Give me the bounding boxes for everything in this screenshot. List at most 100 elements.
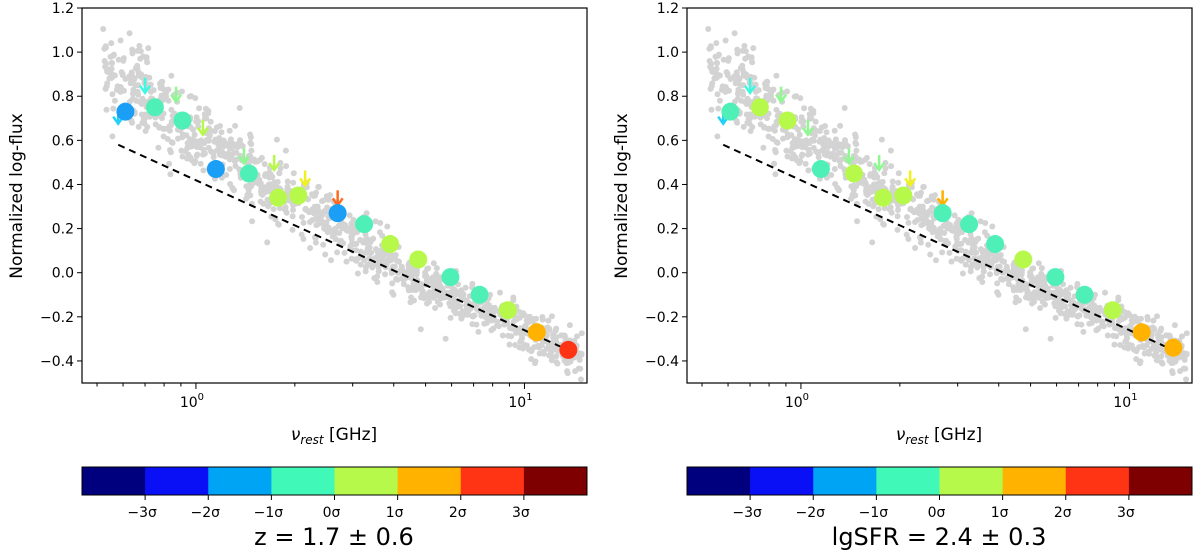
fit-line [117, 143, 573, 354]
background-point [869, 239, 876, 246]
background-point [343, 258, 350, 265]
background-point [217, 123, 223, 129]
background-point [882, 165, 889, 172]
background-point [895, 170, 902, 177]
background-point [722, 37, 729, 44]
upper-limit-arrow [775, 86, 788, 104]
y-tick-label: −0.2 [40, 310, 74, 326]
binned-point [289, 186, 308, 205]
colorbar-segment [1002, 467, 1067, 495]
background-point [1121, 328, 1128, 335]
background-point [195, 123, 202, 130]
background-point [481, 320, 488, 327]
background-point [382, 271, 388, 278]
background-point [350, 231, 357, 237]
background-point [956, 241, 963, 248]
right-chart-svg: −0.4−0.20.00.20.40.60.81.01.2 100 101 Nor… [612, 1, 1193, 551]
background-point [1117, 342, 1124, 348]
background-point [315, 208, 322, 214]
background-point [134, 66, 141, 73]
background-point [1038, 265, 1045, 272]
arrow-head [842, 155, 855, 166]
background-point [716, 97, 723, 104]
background-point [104, 80, 111, 87]
background-point [812, 118, 819, 125]
y-axis: −0.4 −0.2 0.0 0.2 0.4 0.6 0.8 1.0 1.2 [645, 1, 687, 370]
colorbar-segment [334, 467, 399, 495]
x-tick-base: 10 [785, 395, 803, 411]
binned-point [1046, 268, 1065, 287]
background-point [805, 151, 811, 158]
background-point [714, 91, 721, 98]
background-point [761, 124, 768, 130]
upper-limit-arrows [112, 77, 344, 208]
background-point [227, 145, 233, 152]
background-point [944, 223, 951, 230]
x-label-unit: [GHz] [929, 425, 983, 445]
colorbar-segment [1065, 467, 1130, 495]
background-point [532, 358, 539, 365]
background-point [914, 217, 921, 224]
background-point [926, 226, 933, 232]
background-point [746, 120, 753, 127]
background-point [895, 207, 901, 213]
x-label-subscript: rest [300, 433, 325, 447]
background-point [772, 149, 779, 156]
background-point [330, 233, 337, 240]
background-point [319, 198, 325, 205]
background-point [1091, 304, 1097, 311]
background-point [887, 204, 894, 211]
x-axis: 100 101 [701, 383, 1138, 411]
background-point [126, 98, 133, 105]
background-point [823, 129, 830, 136]
background-point [146, 74, 153, 81]
binned-point [239, 164, 258, 183]
background-point [726, 87, 732, 94]
background-point [768, 90, 774, 97]
background-point [924, 198, 930, 205]
x-tick-exponent: 1 [1131, 392, 1137, 403]
background-point [322, 251, 329, 258]
background-point [914, 206, 921, 213]
background-point [802, 160, 809, 167]
colorbar-segment [813, 467, 877, 495]
background-point [705, 26, 712, 32]
background-point [186, 93, 193, 100]
background-point [1175, 354, 1182, 361]
background-point [440, 291, 447, 298]
background-point [742, 55, 749, 62]
background-point [771, 127, 778, 134]
background-point [366, 244, 373, 251]
background-point [926, 209, 933, 216]
background-point [731, 98, 738, 105]
background-point [1018, 269, 1025, 276]
background-point [762, 80, 768, 87]
background-point [320, 241, 327, 248]
background-point [918, 222, 925, 229]
background-point [1064, 313, 1071, 320]
background-point [120, 55, 127, 62]
background-point [321, 209, 328, 216]
binned-point [328, 204, 347, 223]
background-point [971, 244, 978, 251]
background-point [548, 349, 555, 356]
background-point [206, 132, 213, 139]
y-tick-label: 1.2 [52, 1, 74, 17]
upper-limit-arrow [873, 155, 886, 173]
background-point [905, 236, 912, 242]
background-point [1032, 277, 1039, 284]
background-point [1113, 333, 1120, 340]
background-point [194, 144, 201, 150]
background-point [315, 214, 322, 220]
background-point [743, 73, 750, 80]
background-point [368, 249, 374, 256]
background-point [244, 191, 251, 198]
background-point [400, 281, 407, 288]
background-point [853, 147, 860, 154]
background-point [509, 325, 516, 332]
background-point [807, 105, 814, 112]
binned-point [269, 188, 288, 207]
arrow-head [299, 177, 312, 188]
background-point [129, 73, 136, 80]
background-point [888, 163, 895, 170]
